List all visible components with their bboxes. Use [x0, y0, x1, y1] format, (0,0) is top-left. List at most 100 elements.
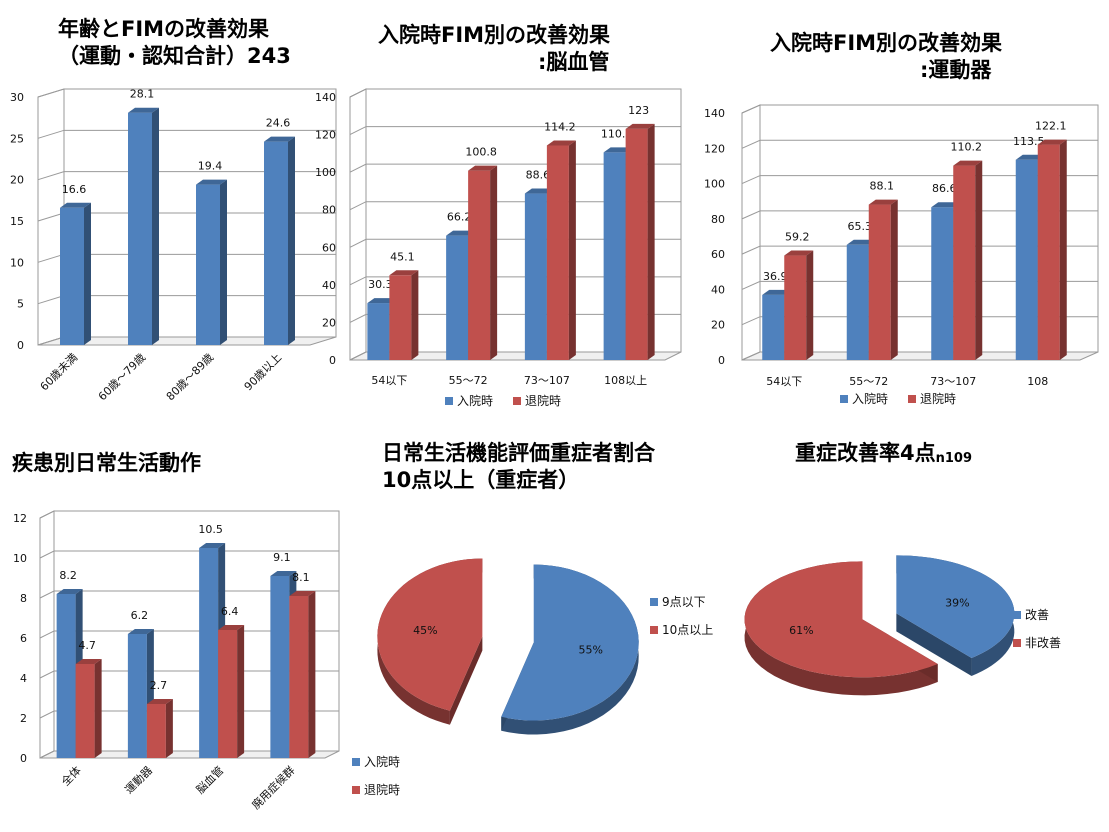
bar-top	[389, 270, 419, 276]
pie-slice	[377, 558, 483, 725]
bar-front	[367, 303, 390, 360]
side-wall	[349, 88, 367, 361]
bar	[146, 699, 173, 758]
bar	[953, 160, 983, 360]
chart2-title-line1: 入院時FIM別の改善効果	[378, 23, 611, 47]
bar	[784, 250, 814, 360]
bar	[868, 199, 898, 360]
x-tick-label: 脳血管	[193, 763, 226, 796]
data-label: 100.8	[465, 146, 497, 159]
data-label: 19.4	[198, 160, 223, 173]
legend-swatch	[650, 626, 658, 634]
y-tick-label: 40	[322, 279, 336, 292]
bar-side	[568, 140, 576, 360]
gridline	[37, 88, 336, 98]
bar-top	[868, 199, 898, 205]
data-label: 88.6	[526, 169, 551, 182]
y-tick-label: 100	[315, 166, 336, 179]
bar-front	[625, 128, 648, 360]
chart1-title-line2: （運動・認知合計）243	[58, 44, 291, 68]
bar-top	[603, 147, 633, 153]
legend-swatch	[1013, 611, 1021, 619]
data-label: 113.5	[1013, 135, 1045, 148]
data-label: 114.2	[544, 120, 576, 133]
pie-chart-5: 55% 45% 9点以下 10点以上	[377, 558, 713, 735]
pie-slice	[896, 555, 1015, 677]
x-tick-label: 108以上	[604, 374, 647, 387]
bar-front	[1037, 144, 1060, 360]
gridline	[349, 238, 681, 248]
bar	[625, 123, 655, 360]
bar	[75, 659, 102, 758]
side-wall	[741, 104, 761, 361]
bar-front	[196, 184, 220, 345]
bar-chart-3: 0 20 40 60 80 100 120 140 36.9 59.2 54以下 65.3 88.1 55…	[704, 104, 1099, 406]
bar-side	[165, 699, 173, 758]
legend-label: 改善	[1025, 607, 1049, 622]
data-label: 86.6	[932, 182, 957, 195]
bar-front	[289, 596, 309, 758]
legend-swatch	[1013, 639, 1021, 647]
data-label: 4.7	[78, 639, 96, 652]
bar-top	[289, 591, 316, 596]
bar	[389, 270, 419, 360]
y-tick-label: 140	[704, 107, 725, 120]
legend-swatch	[908, 395, 916, 403]
y-tick-label: 40	[711, 283, 725, 296]
gridline	[741, 210, 1098, 220]
pie-slice-label: 55%	[579, 643, 603, 656]
bar-front	[953, 165, 976, 360]
gridline	[349, 126, 681, 136]
y-tick-label: 10	[13, 552, 27, 565]
data-label: 9.1	[273, 551, 291, 564]
bar-top	[784, 250, 814, 256]
chart3-title: 入院時FIM別の改善効果 :運動器	[770, 30, 1002, 84]
bar-top	[270, 571, 297, 576]
legend-label: 入院時	[852, 392, 888, 406]
data-label: 6.2	[131, 609, 149, 622]
y-tick-label: 8	[20, 592, 27, 605]
pie-slice-top	[501, 564, 639, 721]
y-tick-label: 6	[20, 632, 27, 645]
gridline	[39, 590, 339, 599]
x-tick-label: 73～107	[524, 374, 570, 387]
bar-top	[846, 239, 876, 245]
data-label: 10.5	[198, 523, 223, 536]
y-tick-label: 0	[20, 752, 27, 765]
bar-front	[218, 630, 238, 758]
gridline	[349, 276, 681, 286]
gridline	[349, 163, 681, 173]
data-label: 122.1	[1035, 120, 1067, 133]
x-tick-label: 運動器	[122, 763, 155, 796]
x-tick-label: 55～72	[449, 374, 488, 387]
bar-top	[468, 165, 498, 171]
bar-top	[60, 202, 91, 208]
chart5-title-line2: 10点以上（重症者）	[382, 468, 580, 492]
bar-front	[127, 634, 147, 758]
y-tick-label: 12	[13, 512, 27, 525]
legend-label: 退院時	[364, 783, 400, 797]
bar-side	[490, 165, 498, 360]
x-tick-label: 60歳未満	[38, 351, 80, 393]
pie-slice-edge	[449, 636, 483, 725]
legend-label: 退院時	[525, 394, 561, 408]
x-tick-label: 73～107	[930, 375, 976, 388]
pie-slice-label: 39%	[945, 597, 969, 610]
chart6-title-main: 重症改善率4点	[795, 441, 936, 465]
data-label: 24.6	[266, 117, 291, 130]
bar-top	[524, 188, 554, 194]
bar-chart-2: 0 20 40 60 80 100 120 140 30.3 45.1 54以下 66.2 100.8 5…	[315, 88, 682, 408]
data-label: 16.6	[62, 183, 87, 196]
bar	[196, 179, 227, 345]
gridline	[741, 104, 1098, 114]
chart3-title-line1: 入院時FIM別の改善効果	[770, 31, 1003, 55]
gridline	[37, 129, 336, 139]
data-label: 36.9	[763, 270, 788, 283]
bar	[218, 625, 245, 758]
pie-slice-label: 45%	[413, 624, 437, 637]
bar-top	[128, 107, 159, 113]
